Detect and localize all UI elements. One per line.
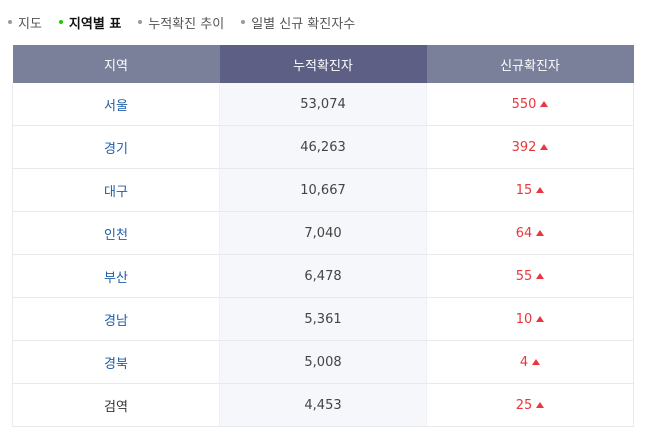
table-row: 인천 7,040 64 <box>12 211 634 255</box>
region-link[interactable]: 부산 <box>12 254 220 298</box>
table-row: 부산 6,478 55 <box>12 254 634 298</box>
region-label: 검역 <box>12 383 220 427</box>
region-table: 지역 누적확진자 신규확진자 서울 53,074 550 경기 46,263 3… <box>12 45 634 427</box>
up-triangle-icon <box>540 100 549 107</box>
tab-map[interactable]: 지도 <box>8 13 42 32</box>
new-cases-cell: 64 <box>426 211 634 255</box>
up-triangle-icon <box>536 401 545 408</box>
new-cases: 392 <box>511 139 537 155</box>
up-triangle-icon <box>540 143 549 150</box>
up-triangle-icon <box>532 358 541 365</box>
table-row: 경남 5,361 10 <box>12 297 634 341</box>
tab-label: 지도 <box>18 16 42 32</box>
total-cases: 4,453 <box>219 383 427 427</box>
bullet-icon <box>8 20 12 24</box>
view-tabs: 지도 지역별 표 누적확진 추이 일별 신규 확진자수 <box>8 10 372 34</box>
total-cases: 10,667 <box>219 168 427 212</box>
tab-label: 일별 신규 확진자수 <box>251 16 356 32</box>
new-cases: 55 <box>515 268 533 284</box>
total-cases: 6,478 <box>219 254 427 298</box>
tab-cumulative-trend[interactable]: 누적확진 추이 <box>138 13 224 32</box>
tab-label: 누적확진 추이 <box>148 16 225 32</box>
new-cases: 15 <box>515 182 533 198</box>
new-cases: 64 <box>515 225 533 241</box>
table-row: 서울 53,074 550 <box>12 83 634 126</box>
region-link[interactable]: 경기 <box>12 125 220 169</box>
new-cases-cell: 25 <box>426 383 634 427</box>
total-cases: 5,008 <box>219 340 427 384</box>
up-triangle-icon <box>536 315 545 322</box>
tab-label: 지역별 표 <box>68 16 122 32</box>
table-row: 대구 10,667 15 <box>12 168 634 212</box>
total-cases: 7,040 <box>219 211 427 255</box>
bullet-icon <box>138 20 143 24</box>
new-cases-cell: 55 <box>426 254 634 298</box>
up-triangle-icon <box>536 186 545 193</box>
new-cases-cell: 550 <box>426 83 634 126</box>
header-total: 누적확진자 <box>219 45 427 83</box>
new-cases-cell: 15 <box>426 168 634 212</box>
tab-region-table[interactable]: 지역별 표 <box>58 13 122 32</box>
new-cases: 4 <box>519 354 529 370</box>
new-cases: 10 <box>515 311 533 327</box>
table-row: 경기 46,263 392 <box>12 125 634 169</box>
region-link[interactable]: 대구 <box>12 168 220 212</box>
up-triangle-icon <box>536 229 545 236</box>
header-region: 지역 <box>12 45 220 83</box>
table-row: 검역 4,453 25 <box>12 383 634 427</box>
new-cases: 550 <box>511 96 537 112</box>
region-link[interactable]: 경남 <box>12 297 220 341</box>
new-cases-cell: 10 <box>426 297 634 341</box>
bullet-icon <box>241 20 246 24</box>
table-row: 경북 5,008 4 <box>12 340 634 384</box>
tab-daily-new[interactable]: 일별 신규 확진자수 <box>241 13 355 32</box>
region-link[interactable]: 경북 <box>12 340 220 384</box>
region-link[interactable]: 인천 <box>12 211 220 255</box>
table-header-row: 지역 누적확진자 신규확진자 <box>12 45 634 83</box>
bullet-icon <box>58 20 63 24</box>
region-link[interactable]: 서울 <box>12 83 220 126</box>
up-triangle-icon <box>536 272 545 279</box>
new-cases: 25 <box>515 397 533 413</box>
header-new: 신규확진자 <box>426 45 634 83</box>
total-cases: 46,263 <box>219 125 427 169</box>
total-cases: 53,074 <box>219 83 427 126</box>
total-cases: 5,361 <box>219 297 427 341</box>
new-cases-cell: 4 <box>426 340 634 384</box>
new-cases-cell: 392 <box>426 125 634 169</box>
